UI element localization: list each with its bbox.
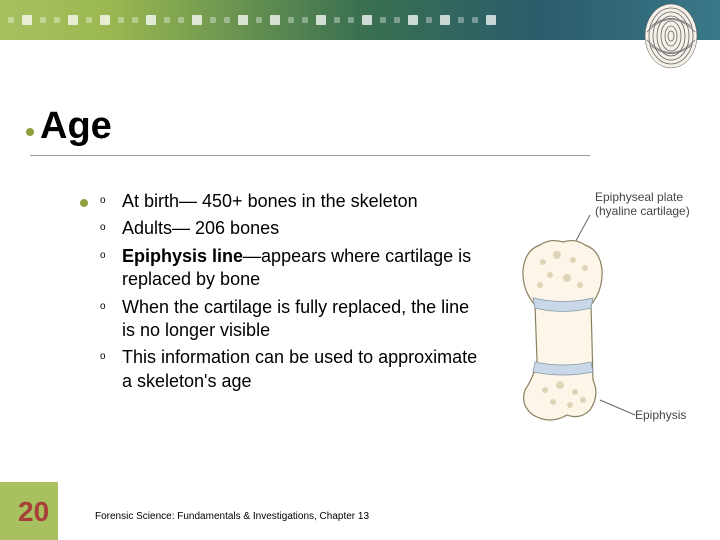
title-underline	[30, 155, 590, 156]
list-item: Adults— 206 bones	[100, 217, 480, 240]
list-item: At birth— 450+ bones in the skeleton	[100, 190, 480, 213]
bullet-list: At birth— 450+ bones in the skeleton Adu…	[100, 190, 480, 397]
slide-title: Age	[40, 105, 112, 148]
title-bullet-icon	[26, 128, 34, 136]
diagram-label-top: Epiphyseal plate(hyaline cartilage)	[595, 190, 690, 218]
diagram-label-bottom: Epiphysis	[635, 408, 686, 422]
content-bullet-icon	[80, 199, 88, 207]
slide-number: 20	[18, 496, 49, 528]
list-item: Epiphysis line—appears where cartilage i…	[100, 245, 480, 292]
top-banner	[0, 0, 720, 48]
banner-dots	[8, 8, 600, 32]
list-item: When the cartilage is fully replaced, th…	[100, 296, 480, 343]
footer-text: Forensic Science: Fundamentals & Investi…	[95, 511, 369, 522]
bone-diagram: Epiphyseal plate(hyaline cartilage) Epip…	[505, 190, 700, 430]
banner-gradient	[0, 0, 720, 40]
fingerprint-icon	[642, 2, 700, 70]
list-item: This information can be used to approxim…	[100, 346, 480, 393]
